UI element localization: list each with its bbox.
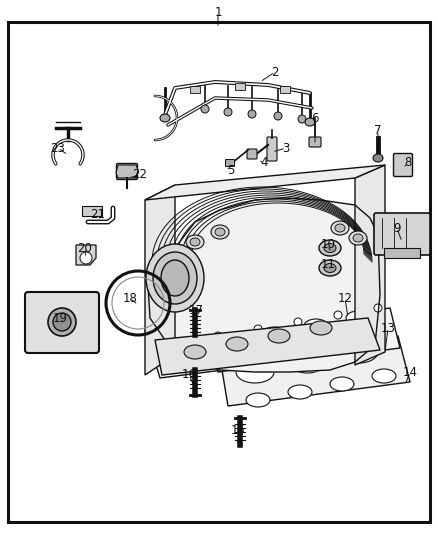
Circle shape bbox=[201, 105, 209, 113]
FancyBboxPatch shape bbox=[309, 137, 321, 147]
Text: 15: 15 bbox=[230, 424, 245, 437]
FancyBboxPatch shape bbox=[267, 137, 277, 161]
FancyBboxPatch shape bbox=[247, 149, 257, 159]
Ellipse shape bbox=[226, 337, 248, 351]
Ellipse shape bbox=[330, 377, 354, 391]
Polygon shape bbox=[238, 366, 420, 434]
Ellipse shape bbox=[186, 235, 204, 249]
Ellipse shape bbox=[324, 263, 336, 272]
Ellipse shape bbox=[331, 221, 349, 235]
Ellipse shape bbox=[184, 345, 206, 359]
Ellipse shape bbox=[160, 114, 170, 122]
Text: 9: 9 bbox=[393, 222, 401, 235]
FancyBboxPatch shape bbox=[117, 164, 138, 180]
Text: 4: 4 bbox=[260, 157, 268, 169]
Text: 18: 18 bbox=[123, 292, 138, 304]
Polygon shape bbox=[220, 336, 410, 406]
Text: 14: 14 bbox=[403, 366, 417, 378]
Circle shape bbox=[80, 252, 92, 264]
Circle shape bbox=[294, 318, 302, 326]
Ellipse shape bbox=[335, 224, 345, 232]
FancyBboxPatch shape bbox=[393, 154, 413, 176]
Bar bbox=[235, 83, 245, 90]
Ellipse shape bbox=[211, 225, 229, 239]
Polygon shape bbox=[116, 165, 138, 178]
Circle shape bbox=[374, 304, 382, 312]
Polygon shape bbox=[145, 185, 175, 375]
Ellipse shape bbox=[236, 361, 274, 383]
Bar bbox=[384, 248, 420, 258]
Ellipse shape bbox=[48, 308, 76, 336]
Ellipse shape bbox=[161, 260, 189, 296]
Circle shape bbox=[334, 311, 342, 319]
Polygon shape bbox=[355, 165, 385, 365]
Circle shape bbox=[224, 108, 232, 116]
Text: 13: 13 bbox=[381, 321, 396, 335]
Text: 10: 10 bbox=[321, 238, 336, 252]
Text: 6: 6 bbox=[311, 111, 319, 125]
Ellipse shape bbox=[262, 327, 286, 341]
Ellipse shape bbox=[268, 329, 290, 343]
Circle shape bbox=[214, 332, 222, 340]
Circle shape bbox=[248, 110, 256, 118]
Ellipse shape bbox=[304, 319, 328, 333]
Polygon shape bbox=[145, 305, 380, 378]
Text: 21: 21 bbox=[91, 208, 106, 222]
Text: 16: 16 bbox=[181, 368, 197, 382]
Text: 3: 3 bbox=[283, 141, 290, 155]
Ellipse shape bbox=[305, 118, 315, 126]
Text: 1: 1 bbox=[214, 5, 222, 19]
Ellipse shape bbox=[215, 228, 225, 236]
FancyBboxPatch shape bbox=[374, 213, 430, 255]
Ellipse shape bbox=[372, 369, 396, 383]
FancyBboxPatch shape bbox=[25, 292, 99, 353]
Text: 20: 20 bbox=[78, 241, 92, 254]
Polygon shape bbox=[145, 165, 385, 200]
FancyBboxPatch shape bbox=[226, 159, 234, 166]
Bar bbox=[82, 206, 102, 216]
Ellipse shape bbox=[288, 385, 312, 399]
Ellipse shape bbox=[349, 231, 367, 245]
Polygon shape bbox=[76, 245, 96, 265]
Ellipse shape bbox=[346, 311, 370, 325]
Ellipse shape bbox=[324, 244, 336, 253]
Text: 22: 22 bbox=[133, 168, 148, 182]
Text: 5: 5 bbox=[227, 164, 235, 176]
Ellipse shape bbox=[340, 341, 378, 363]
Circle shape bbox=[254, 325, 262, 333]
Text: 23: 23 bbox=[50, 141, 65, 155]
Text: 19: 19 bbox=[53, 311, 67, 325]
Circle shape bbox=[298, 115, 306, 123]
Ellipse shape bbox=[319, 260, 341, 276]
Ellipse shape bbox=[310, 321, 332, 335]
Bar bbox=[190, 86, 200, 93]
Bar bbox=[280, 86, 290, 93]
Ellipse shape bbox=[220, 335, 244, 349]
Ellipse shape bbox=[146, 244, 204, 312]
Ellipse shape bbox=[319, 240, 341, 256]
Polygon shape bbox=[155, 318, 380, 375]
Ellipse shape bbox=[53, 313, 71, 331]
Ellipse shape bbox=[190, 238, 200, 246]
Ellipse shape bbox=[153, 252, 197, 304]
Circle shape bbox=[274, 112, 282, 120]
Polygon shape bbox=[148, 198, 380, 372]
Polygon shape bbox=[210, 308, 400, 372]
Text: 7: 7 bbox=[374, 125, 382, 138]
Ellipse shape bbox=[288, 351, 326, 373]
Text: 11: 11 bbox=[321, 259, 336, 271]
Text: 8: 8 bbox=[404, 157, 412, 169]
Ellipse shape bbox=[246, 393, 270, 407]
Ellipse shape bbox=[353, 234, 363, 242]
Text: 2: 2 bbox=[271, 66, 279, 78]
Text: 12: 12 bbox=[338, 292, 353, 304]
Ellipse shape bbox=[373, 154, 383, 162]
Text: 17: 17 bbox=[188, 303, 204, 317]
